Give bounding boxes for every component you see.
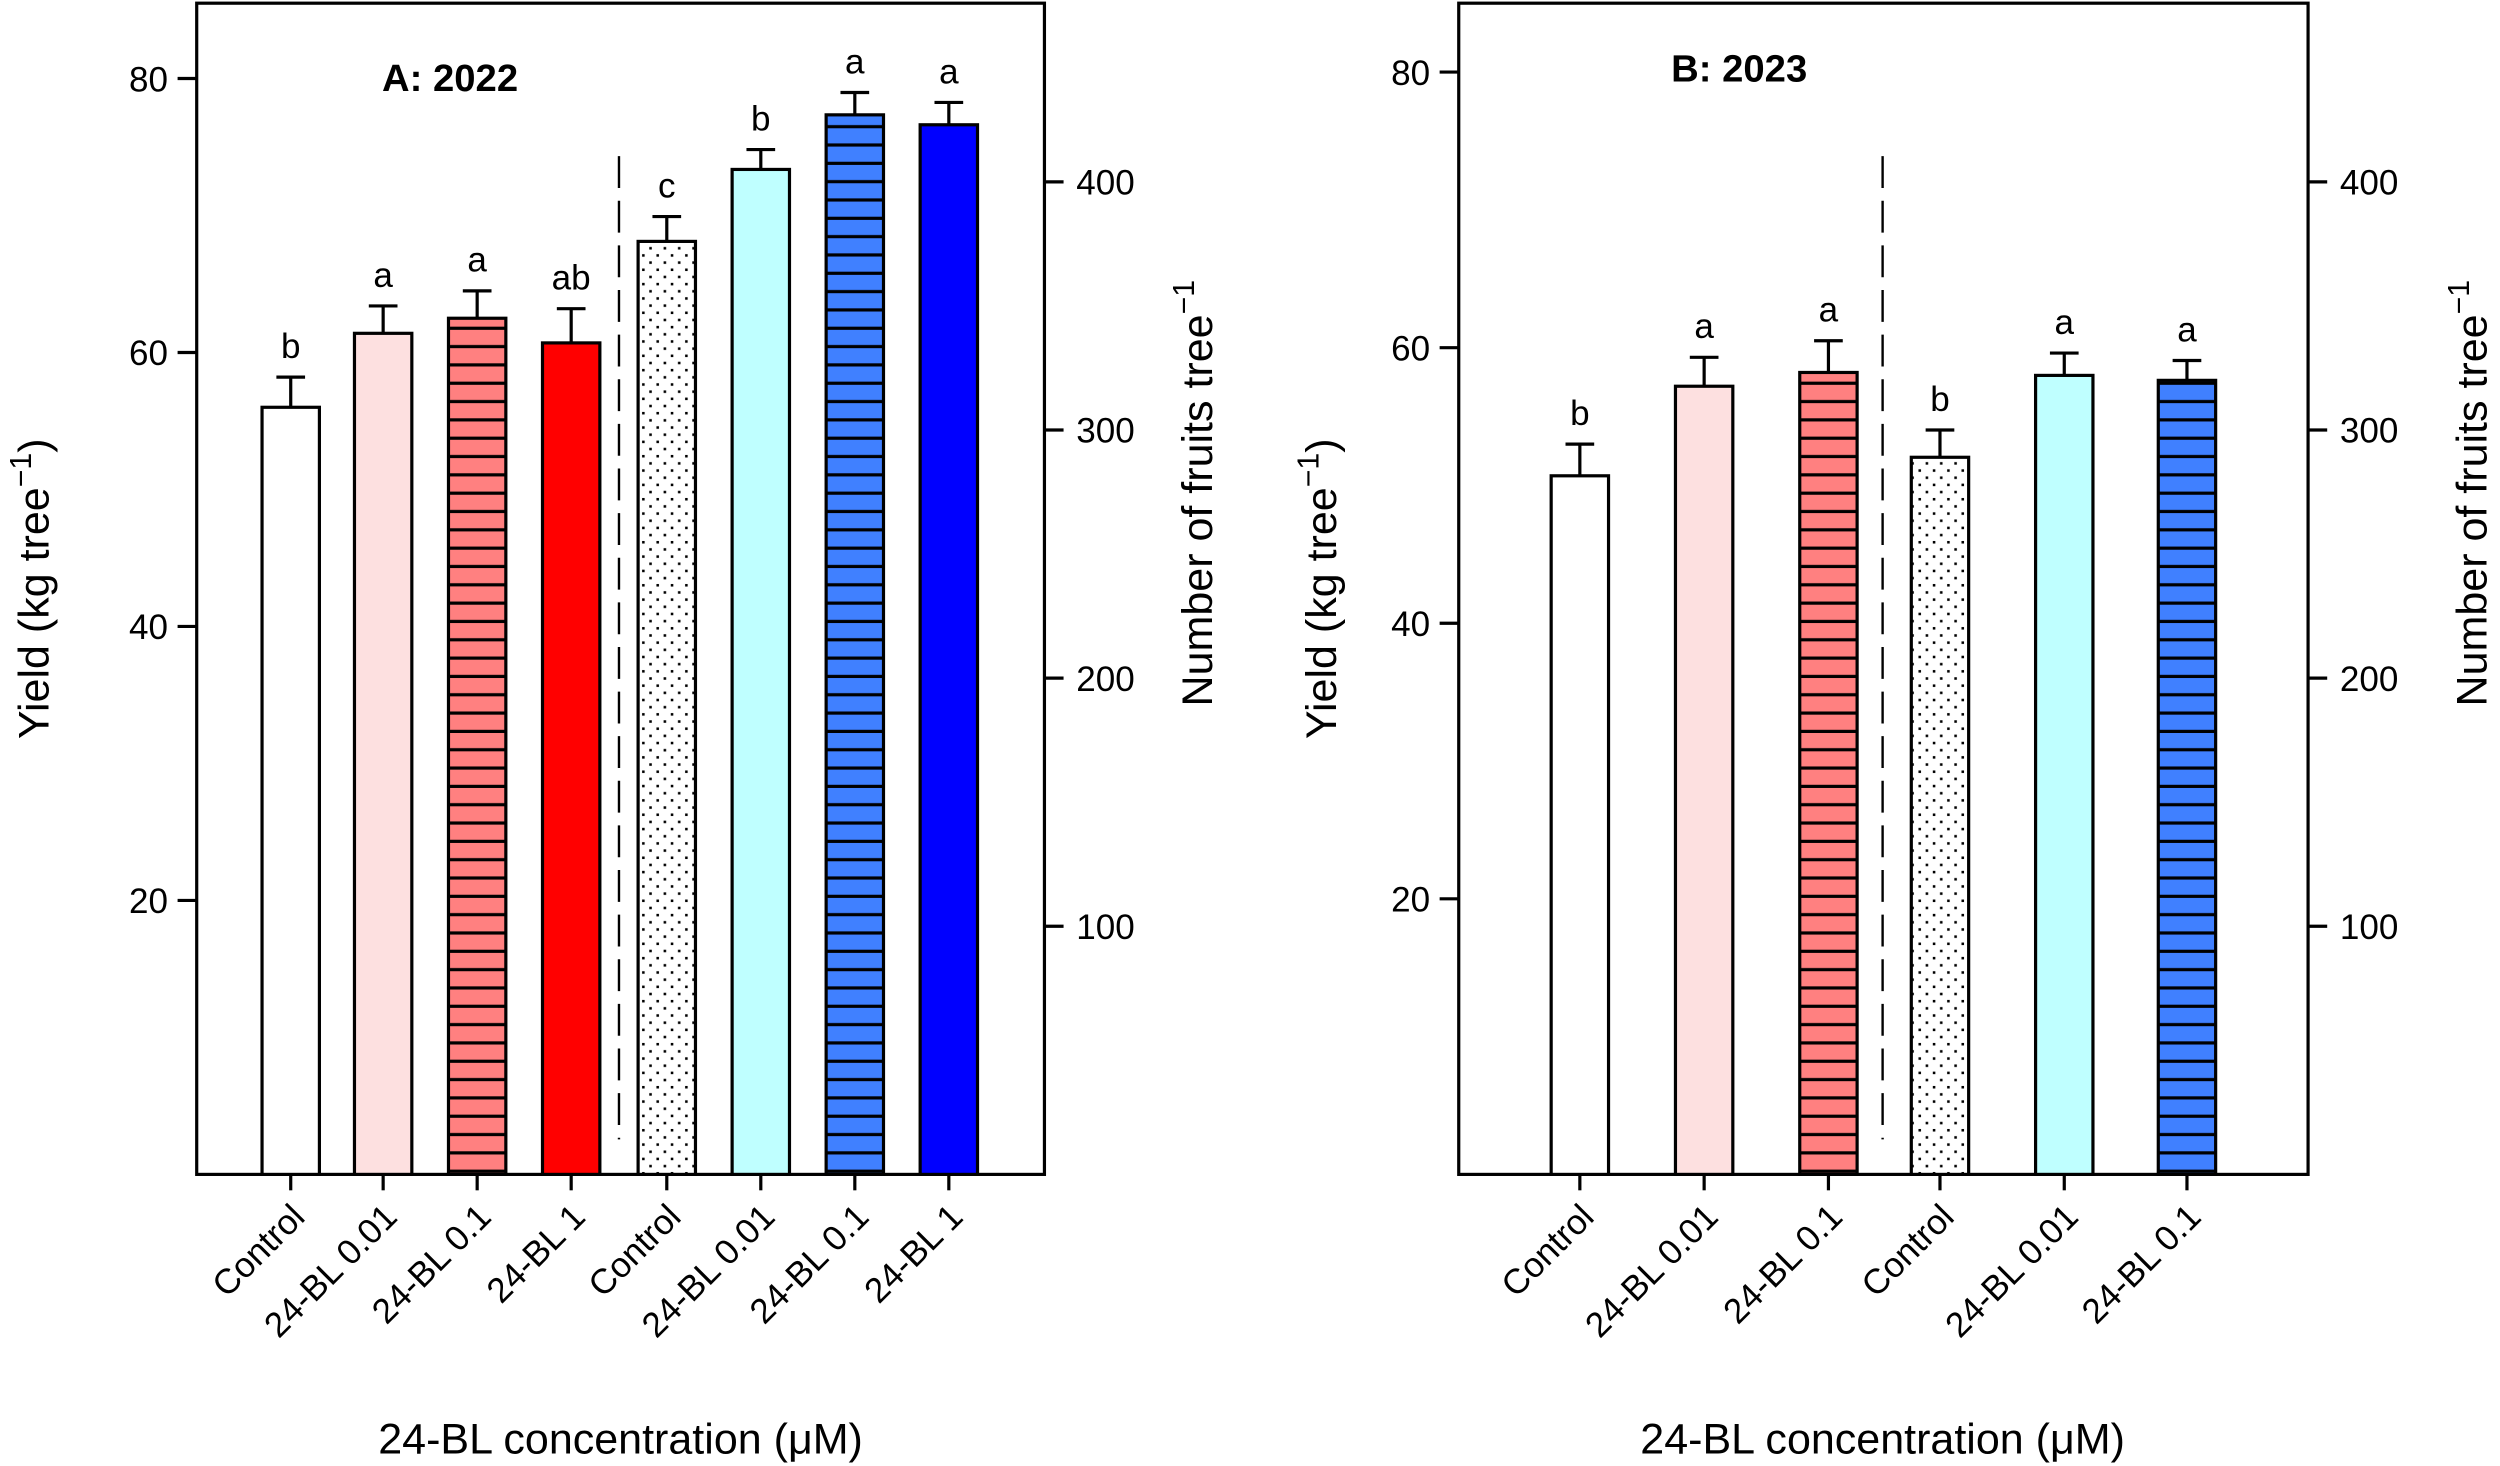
bar (540, 341, 602, 1176)
y-tick-label: 80 (129, 60, 168, 99)
y-right-tick-label: 300 (1076, 412, 1134, 451)
plot-frame (1457, 1, 2310, 1176)
y-right-tick-label: 400 (2340, 164, 2398, 203)
bar (824, 113, 886, 1176)
significance-letter: a (373, 256, 393, 295)
x-tick-label: 24-BL 0.01 (1578, 1197, 1726, 1345)
x-tick-label: Control (1494, 1197, 1601, 1304)
y-axis-title-end: ) (1298, 438, 1346, 452)
y-right-tick-label: 200 (2340, 660, 2398, 699)
y-right-axis-title-main: Number of fruits tree (1174, 314, 1222, 706)
significance-letter: b (751, 99, 771, 138)
panel-title: B: 2023 (1671, 47, 1807, 90)
x-tick-label: 24-BL 0.1 (1716, 1197, 1850, 1331)
bar (1549, 474, 1611, 1176)
bar (918, 123, 980, 1176)
x-tick-label: 24-BL 0.01 (1938, 1197, 2086, 1345)
bar (730, 167, 792, 1176)
significance-letter: a (467, 241, 487, 280)
significance-letter: c (658, 166, 676, 205)
x-axis-title: 24-BL concentration (μM) (378, 1415, 863, 1463)
y-right-tick-label: 100 (1076, 908, 1134, 947)
y-axis-title: Yield (kg tree−1) (5, 438, 59, 739)
y-right-axis-title-sup: −1 (2443, 280, 2476, 315)
x-tick-label: Control (1854, 1197, 1961, 1304)
y-tick-label: 60 (1391, 329, 1430, 368)
y-right-tick-label: 300 (2340, 412, 2398, 451)
bar (2033, 373, 2095, 1176)
y-tick-label: 20 (1391, 881, 1430, 920)
significance-letter: a (2055, 303, 2075, 342)
bar (1673, 384, 1735, 1176)
significance-letter: ab (552, 259, 591, 298)
y-axis-title-sup: −1 (1293, 453, 1326, 488)
y-tick-label: 80 (1391, 54, 1430, 93)
y-tick-label: 20 (129, 882, 168, 921)
x-tick-label: 24-BL 0.1 (2074, 1197, 2208, 1331)
y-right-axis-title: Number of fruits tree−1 (1168, 280, 1222, 707)
significance-letter: b (281, 327, 301, 366)
y-axis-title-end: ) (11, 438, 59, 452)
y-right-tick-label: 200 (1076, 660, 1134, 699)
y-axis-title-main: Yield (kg tree (11, 487, 59, 739)
significance-letter: a (939, 52, 959, 91)
y-tick-label: 60 (129, 334, 168, 373)
x-axis-title: 24-BL concentration (μM) (1640, 1415, 2125, 1463)
y-tick-label: 40 (1391, 605, 1430, 644)
y-axis-title: Yield (kg tree−1) (1293, 438, 1347, 739)
significance-letter: a (1819, 291, 1839, 330)
y-right-axis-title-sup: −1 (1168, 280, 1201, 315)
bar (352, 331, 414, 1176)
y-right-axis-title: Number of fruits tree−1 (2443, 280, 2497, 707)
bar (2156, 378, 2218, 1176)
bar (1798, 370, 1859, 1176)
y-right-axis-title-main: Number of fruits tree (2449, 314, 2497, 706)
y-tick-label: 40 (129, 608, 168, 647)
y-right-tick-label: 100 (2340, 908, 2398, 947)
panel-a: 20 40 60 80 100 200 300 400 A: 2022 24-BL concent… (5, 1, 1222, 1463)
significance-letter: b (1570, 394, 1590, 433)
significance-letter: a (1694, 307, 1714, 346)
bar (260, 405, 322, 1176)
bar (636, 239, 698, 1176)
bar (1909, 455, 1971, 1176)
bar (446, 316, 508, 1176)
significance-letter: b (1930, 380, 1950, 419)
x-tick-label: 24-BL 1 (857, 1197, 970, 1310)
y-right-tick-label: 400 (1076, 164, 1134, 203)
y-axis-title-sup: −1 (5, 453, 38, 488)
x-tick-label: 24-BL 1 (479, 1197, 592, 1310)
y-axis-title-main: Yield (kg tree (1298, 487, 1346, 739)
panel-b: 20 40 60 80 100 200 300 400 B: 2023 24-BL concent… (1293, 1, 2497, 1463)
panel-title: A: 2022 (382, 57, 518, 100)
significance-letter: a (845, 42, 865, 81)
plot-frame (195, 1, 1047, 1176)
significance-letter: a (2177, 310, 2197, 349)
